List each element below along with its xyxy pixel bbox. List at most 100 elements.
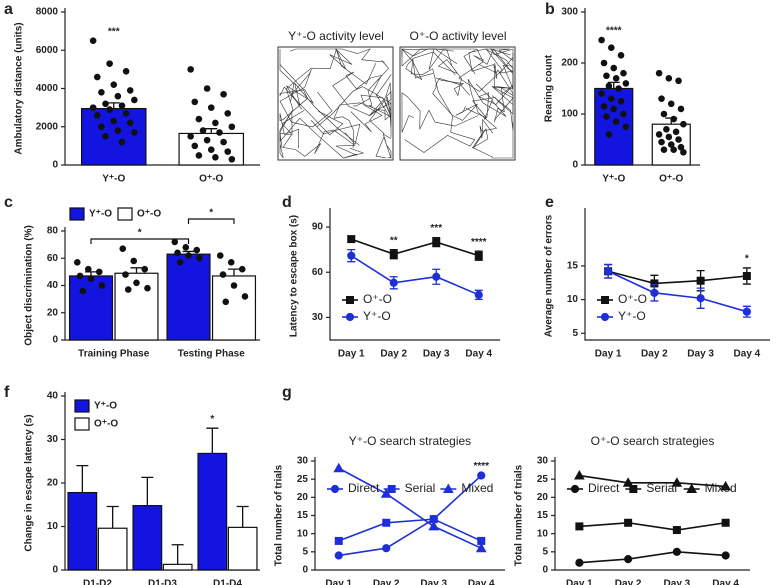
- legend-label: Direct: [348, 481, 380, 495]
- legend-swatch: [117, 207, 133, 221]
- data-point: [79, 287, 87, 295]
- legend-label: Y⁺-O: [89, 209, 112, 220]
- data-point: [203, 136, 211, 144]
- y-tick-label: 30: [537, 456, 549, 467]
- activity-track: [468, 48, 514, 95]
- data-point: [667, 100, 675, 108]
- data-point: [193, 246, 201, 254]
- data-point: [665, 133, 673, 141]
- significance-label: ****: [473, 461, 489, 472]
- data-point: [110, 117, 118, 125]
- error-bar: [141, 476, 154, 506]
- x-tick-label: Training Phase: [78, 349, 150, 360]
- y-tick-label: 60: [47, 253, 59, 264]
- error-bar: [227, 268, 240, 276]
- significance-label: **: [390, 235, 398, 246]
- data-point: [650, 288, 659, 297]
- data-point: [144, 284, 151, 292]
- data-point: [191, 98, 199, 106]
- data-point: [617, 52, 625, 59]
- data-point: [106, 60, 113, 67]
- x-tick-label: Day 3: [664, 579, 691, 585]
- data-point: [672, 128, 680, 136]
- data-point: [475, 542, 487, 553]
- data-point: [195, 152, 203, 159]
- y-axis-title: Object discrimination (%): [24, 225, 35, 346]
- error-bar: [76, 464, 89, 493]
- error-bar: [206, 427, 219, 454]
- legend-marker: [345, 312, 355, 322]
- legend-label: Mixed: [461, 481, 493, 495]
- data-point: [382, 544, 391, 553]
- data-point: [216, 252, 224, 259]
- data-point: [196, 254, 203, 262]
- error-bar: [106, 505, 119, 529]
- activity-track: [401, 92, 479, 133]
- series-line: [607, 270, 747, 285]
- panel-letter: g: [282, 384, 292, 401]
- significance-label: *: [138, 228, 142, 239]
- bar: [197, 452, 228, 571]
- data-point: [670, 115, 677, 123]
- data-point: [696, 276, 705, 285]
- y-tick-label: 6000: [36, 45, 59, 56]
- error-bar: [171, 544, 184, 565]
- data-point: [615, 85, 622, 92]
- y-tick-label: 4000: [36, 83, 59, 94]
- series-line: [338, 518, 482, 542]
- legend-label: Serial: [405, 481, 436, 495]
- y-tick-label: 20: [47, 478, 59, 489]
- y-tick-label: 5: [542, 546, 548, 557]
- data-point: [89, 104, 97, 111]
- y-tick-label: 10: [297, 528, 309, 539]
- data-point: [474, 251, 483, 260]
- data-point: [604, 267, 613, 276]
- legend-label: O⁺-O: [137, 209, 161, 220]
- data-point: [230, 282, 238, 289]
- data-point: [598, 36, 605, 44]
- data-point: [721, 518, 730, 527]
- x-tick-label: Day 1: [595, 349, 622, 360]
- data-point: [199, 127, 207, 134]
- x-tick-label: Testing Phase: [178, 349, 245, 360]
- data-point: [347, 251, 356, 260]
- error-bar: [607, 81, 620, 89]
- y-tick-label: 30: [297, 456, 309, 467]
- data-point: [624, 518, 633, 527]
- activity-track: [472, 121, 514, 159]
- x-tick-label: D1-D4: [213, 579, 242, 585]
- data-point: [622, 123, 630, 131]
- significance-label: *: [745, 254, 749, 265]
- legend-label: O⁺-O: [618, 292, 647, 306]
- data-point: [333, 462, 345, 473]
- y-tick-label: 20: [47, 307, 59, 318]
- data-point: [228, 123, 236, 131]
- data-point: [122, 67, 130, 75]
- y-tick-label: 15: [567, 261, 579, 272]
- y-tick-label: 300: [561, 7, 578, 18]
- data-point: [171, 238, 179, 246]
- data-point: [675, 136, 682, 143]
- y-tick-label: 10: [47, 521, 59, 532]
- data-point: [182, 244, 190, 251]
- series-line: [607, 270, 748, 313]
- data-point: [84, 265, 92, 273]
- activity-box: [399, 46, 516, 161]
- y-axis-title: Average number of errors: [544, 214, 555, 337]
- data-point: [658, 95, 665, 102]
- data-point: [76, 272, 84, 280]
- data-point: [655, 131, 663, 138]
- data-point: [98, 123, 105, 131]
- activity-box: [277, 46, 394, 161]
- data-point: [598, 90, 605, 97]
- data-point: [119, 245, 127, 253]
- series-line: [338, 474, 482, 557]
- legend-label: Mixed: [705, 481, 737, 495]
- x-tick-label: Day 3: [423, 349, 450, 360]
- activity-track: [458, 48, 514, 92]
- legend-swatch: [69, 207, 85, 221]
- data-point: [126, 87, 134, 94]
- series-line: [579, 474, 726, 488]
- data-point: [114, 127, 122, 134]
- data-point: [124, 286, 132, 293]
